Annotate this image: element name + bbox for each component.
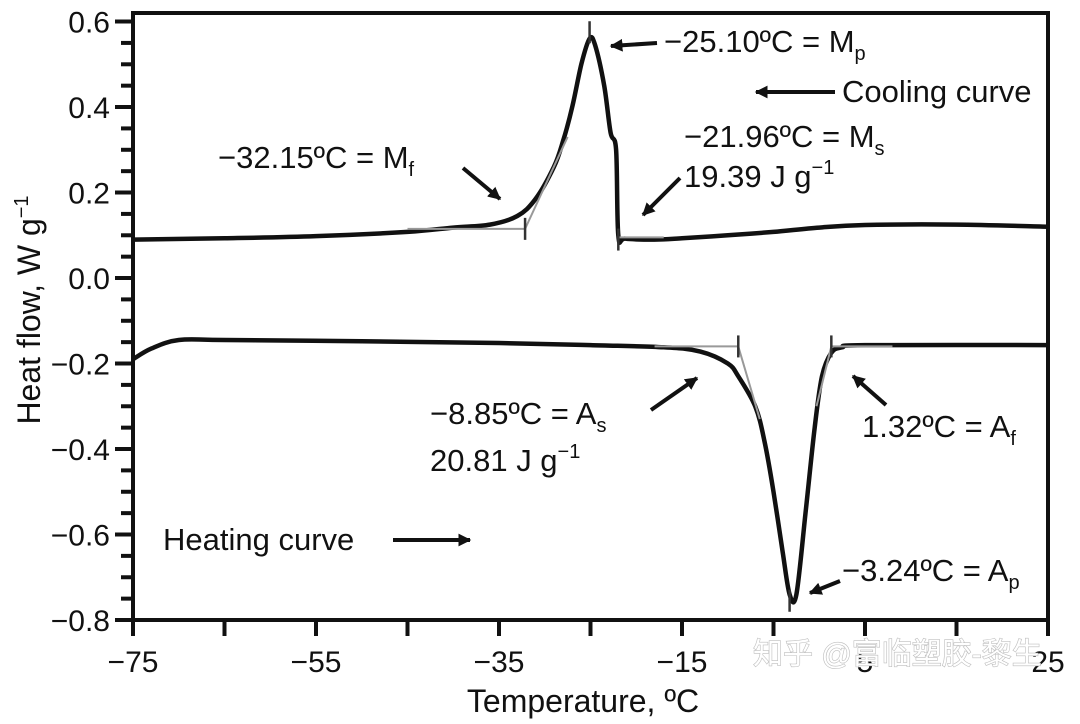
y-tick-label: 0.4: [68, 92, 110, 125]
annotation-mf: −32.15ºC = Mf: [218, 140, 415, 181]
x-tick-label: −35: [474, 646, 525, 679]
x-tick-label: 25: [1031, 646, 1064, 679]
heating-tangent-left: [737, 346, 761, 420]
annotation-cooling-enthalpy: 19.39 J g−1: [684, 157, 834, 194]
arrow-as: [649, 376, 699, 412]
series-layer: [131, 34, 1049, 605]
y-tick-label: −0.2: [51, 349, 110, 382]
y-tick-label: −0.4: [51, 434, 110, 467]
arrow-af: [851, 374, 888, 407]
cooling-curve-label: Cooling curve: [842, 74, 1032, 109]
annotation-ms: −21.96ºC = Ms: [684, 119, 885, 160]
heating-curve-label: Heating curve: [163, 522, 354, 557]
y-tick-label: −0.6: [51, 520, 110, 553]
annotation-af: 1.32ºC = Af: [862, 409, 1016, 450]
x-tick-label: −15: [657, 646, 708, 679]
x-tick-label: −75: [108, 646, 159, 679]
cooling-tangent-left: [524, 136, 569, 230]
arrow-mp: [609, 38, 658, 52]
y-tick-label: 0.6: [68, 7, 110, 40]
annotation-ap: −3.24ºC = Ap: [842, 553, 1020, 594]
heating-tangent-right: [815, 346, 833, 407]
x-tick-label: 5: [857, 646, 874, 679]
y-tick-label: −0.8: [51, 605, 110, 638]
annotation-heating-enthalpy: 20.81 J g−1: [430, 441, 580, 478]
x-axis-title: Temperature, ºC: [467, 683, 699, 719]
x-tick-label: −55: [291, 646, 342, 679]
arrow-mf: [461, 166, 502, 201]
construction-lines: [407, 21, 893, 612]
arrow-ap: [808, 579, 841, 595]
cooling-curve: [132, 34, 1049, 245]
y-axis-title: Heat flow, W g−1: [11, 195, 47, 424]
x-axis-ticks: −75 −55 −35 −15 5 25: [108, 620, 1065, 679]
arrow-ms: [641, 176, 682, 217]
annotation-arrows: [393, 38, 888, 595]
watermark: 知乎 @富临塑胶-黎生: [753, 638, 1042, 671]
annotation-mp: −25.10ºC = Mp: [664, 24, 866, 65]
heating-curve: [131, 337, 1049, 605]
y-tick-label: 0.0: [68, 263, 110, 296]
y-axis-ticks: 0.6 0.4 0.2 0.0 −0.2 −0.4 −0.6 −0.8: [51, 7, 133, 638]
y-tick-label: 0.2: [68, 178, 110, 211]
annotation-as: −8.85ºC = As: [430, 396, 606, 437]
